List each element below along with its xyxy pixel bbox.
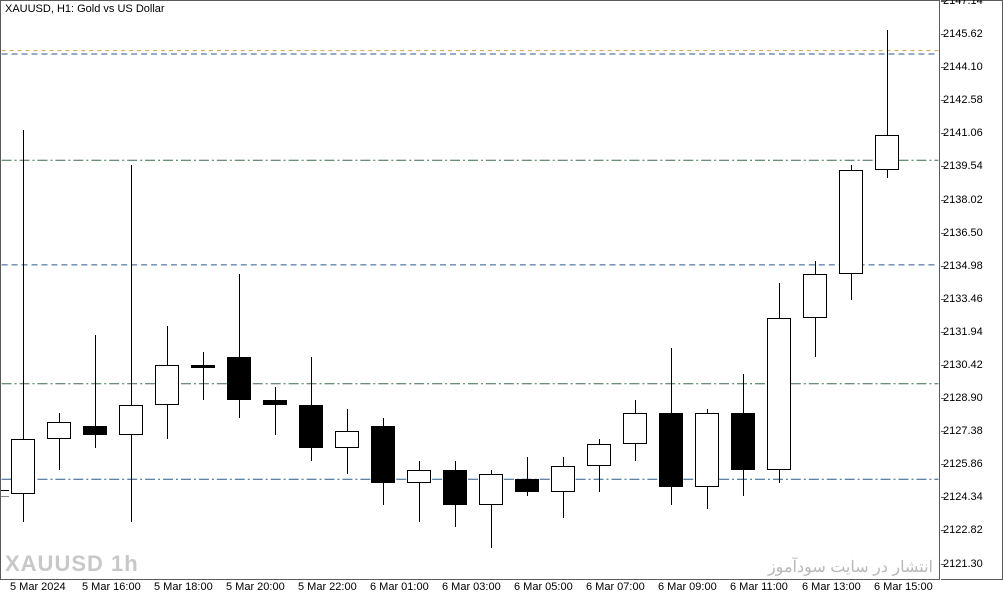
- y-tick-label: 2133.46: [943, 293, 983, 305]
- y-tick-label: 2128.90: [943, 392, 983, 404]
- x-tick-label: 5 Mar 20:00: [226, 581, 285, 593]
- y-axis: 2147.14 2145.62 2144.10 2142.58 2141.06 2139.…: [941, 0, 1003, 580]
- candle-down[interactable]: [299, 405, 323, 449]
- x-tick-label: 5 Mar 18:00: [154, 581, 213, 593]
- candle-up[interactable]: [407, 470, 431, 483]
- candle-up[interactable]: [803, 274, 827, 318]
- x-tick-label: 6 Mar 11:00: [730, 581, 788, 593]
- y-tick-label: 2142.58: [943, 94, 983, 106]
- candle-up[interactable]: [551, 466, 575, 492]
- chart-area[interactable]: XAUUSD, H1: Gold vs US Dollar XAUUSD 1h …: [0, 0, 940, 580]
- candle-up[interactable]: [875, 135, 899, 170]
- x-tick-label: 6 Mar 03:00: [442, 581, 501, 593]
- candle-down[interactable]: [263, 400, 287, 404]
- candle-up[interactable]: [587, 444, 611, 466]
- y-tick-label: 2139.54: [943, 160, 983, 172]
- candle-wick: [131, 165, 132, 522]
- x-axis: 5 Mar 2024 5 Mar 16:00 5 Mar 18:00 5 Mar 20…: [0, 581, 1003, 605]
- horizontal-lines: [1, 1, 939, 579]
- candle-up[interactable]: [839, 170, 863, 275]
- y-tick-label: 2125.86: [943, 458, 983, 470]
- candle-up[interactable]: [479, 474, 503, 504]
- x-tick-label: 6 Mar 13:00: [802, 581, 861, 593]
- x-tick-label: 6 Mar 15:00: [874, 581, 933, 593]
- candle-up[interactable]: [11, 439, 35, 493]
- x-tick-label: 5 Mar 22:00: [298, 581, 357, 593]
- y-tick-label: 2130.42: [943, 359, 983, 371]
- candle-up[interactable]: [119, 405, 143, 435]
- candle-up[interactable]: [623, 413, 647, 443]
- candle-down[interactable]: [191, 365, 215, 367]
- y-tick-label: 2127.38: [943, 425, 983, 437]
- y-tick-label: 2138.02: [943, 194, 983, 206]
- candle-up[interactable]: [695, 413, 719, 487]
- chart-title: XAUUSD, H1: Gold vs US Dollar: [5, 3, 165, 15]
- y-tick-label: 2147.14: [943, 0, 983, 7]
- candle-down[interactable]: [443, 470, 467, 505]
- x-tick-label: 5 Mar 16:00: [82, 581, 141, 593]
- candle-down[interactable]: [83, 426, 107, 435]
- candle-up[interactable]: [335, 431, 359, 448]
- candle-down[interactable]: [227, 357, 251, 401]
- y-tick-label: 2141.06: [943, 127, 983, 139]
- y-tick-label: 2122.82: [943, 524, 983, 536]
- price-marker: [1, 496, 9, 497]
- candle-up[interactable]: [155, 365, 179, 404]
- watermark-symbol: XAUUSD 1h: [5, 551, 139, 577]
- x-tick-label: 6 Mar 09:00: [658, 581, 717, 593]
- candle-up[interactable]: [767, 318, 791, 470]
- candle-down[interactable]: [371, 426, 395, 483]
- candle-wick: [275, 387, 276, 435]
- y-tick-label: 2121.30: [943, 558, 983, 570]
- x-tick-label: 6 Mar 01:00: [370, 581, 429, 593]
- y-tick-label: 2136.50: [943, 227, 983, 239]
- y-tick-label: 2145.62: [943, 28, 983, 40]
- x-tick-label: 6 Mar 05:00: [514, 581, 573, 593]
- candle-down[interactable]: [515, 479, 539, 492]
- price-marker: [1, 490, 9, 491]
- x-tick-label: 5 Mar 2024: [10, 581, 66, 593]
- watermark-source: انتشار در سایت سودآموز: [768, 557, 933, 577]
- y-tick-label: 2144.10: [943, 61, 983, 73]
- candle-down[interactable]: [659, 413, 683, 487]
- x-tick-label: 6 Mar 07:00: [586, 581, 645, 593]
- candle-wick: [203, 352, 204, 400]
- y-tick-label: 2131.94: [943, 326, 983, 338]
- y-tick-label: 2124.34: [943, 491, 983, 503]
- y-tick-label: 2134.98: [943, 260, 983, 272]
- chart-wrap: XAUUSD, H1: Gold vs US Dollar XAUUSD 1h …: [0, 0, 1003, 605]
- candle-down[interactable]: [731, 413, 755, 470]
- candle-up[interactable]: [47, 422, 71, 439]
